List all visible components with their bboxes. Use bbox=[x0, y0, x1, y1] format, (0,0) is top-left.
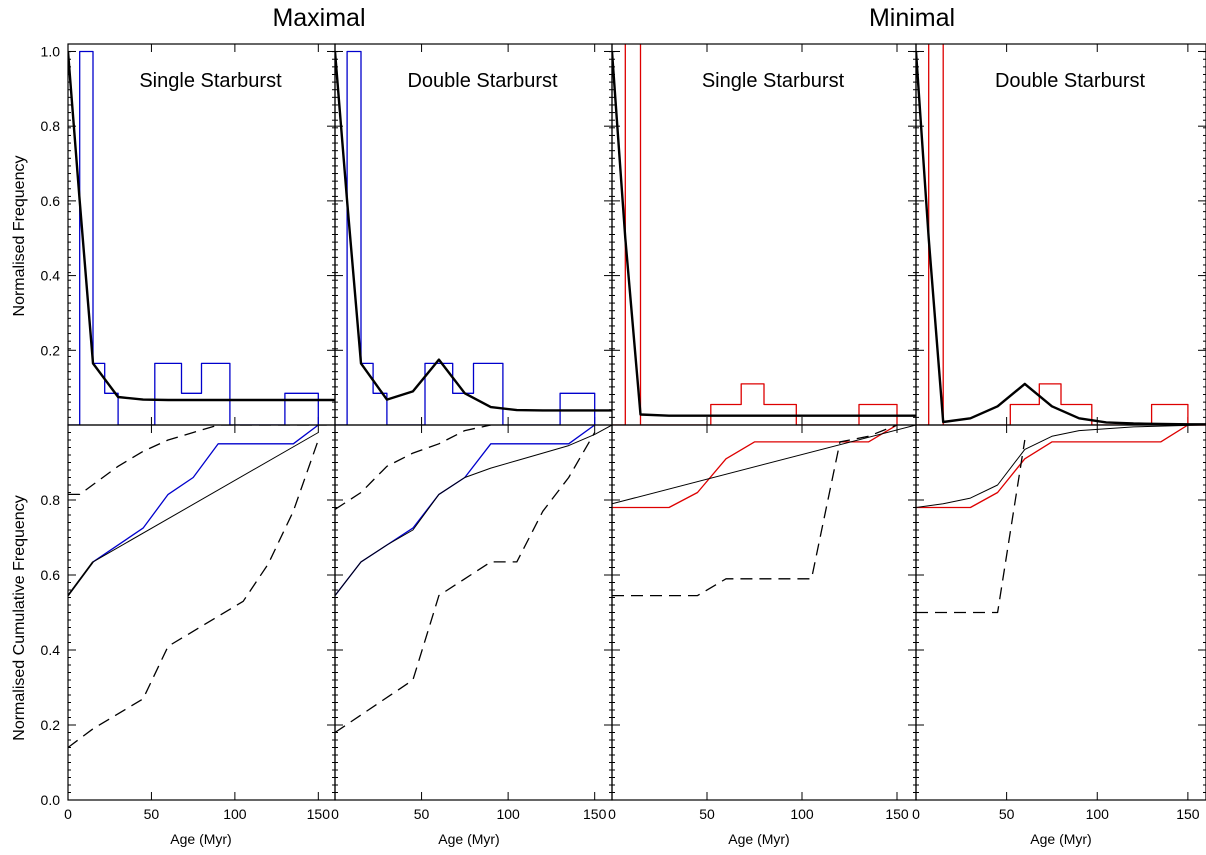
series-line-2 bbox=[68, 561, 94, 597]
series-line-4 bbox=[335, 432, 596, 734]
panel-cumulative-1: 0.0 0.2 0.4 0.6 0.8 0 50 100 150 bbox=[41, 424, 336, 822]
y-tick-label: 0.4 bbox=[41, 268, 61, 284]
series-line-2 bbox=[916, 425, 1206, 508]
series-line-2 bbox=[335, 425, 612, 596]
series-group bbox=[335, 425, 612, 734]
y-tick-label: 0.6 bbox=[41, 193, 61, 209]
series-line-2 bbox=[68, 51, 335, 402]
series-line-2 bbox=[335, 51, 612, 412]
series-line-1 bbox=[916, 425, 1206, 509]
panel-frame bbox=[611, 424, 917, 801]
panel-title: Double Starburst bbox=[407, 70, 558, 92]
panel-frequency-4: Double Starburst bbox=[915, 43, 1206, 426]
x-tick-label: 150 bbox=[583, 806, 607, 822]
y-axis-label-cumulative: Normalised Cumulative Frequency bbox=[11, 495, 28, 740]
series-line-2 bbox=[916, 51, 1206, 425]
x-axis-label: Age (Myr) bbox=[170, 831, 231, 847]
y-tick-label: 1.0 bbox=[41, 43, 61, 59]
panel-title: Double Starburst bbox=[995, 70, 1146, 92]
x-tick-label: 150 bbox=[307, 806, 331, 822]
y-tick-label: 0.4 bbox=[41, 642, 61, 658]
series-line-1 bbox=[68, 50, 319, 425]
y-tick-label: 0.8 bbox=[41, 118, 61, 134]
series-line-1 bbox=[335, 50, 596, 425]
series-line-5 bbox=[68, 439, 319, 749]
series-line-3 bbox=[335, 425, 491, 510]
series-line-1 bbox=[612, 44, 898, 425]
panel-frequency-3: Single Starburst bbox=[611, 43, 917, 426]
series-line-1 bbox=[612, 425, 898, 509]
x-axis-label: Age (Myr) bbox=[1030, 831, 1091, 847]
panel-title: Single Starburst bbox=[139, 70, 282, 92]
series-line-3 bbox=[612, 425, 898, 597]
series-group bbox=[916, 44, 1206, 425]
group-title-minimal: Minimal bbox=[869, 4, 955, 32]
series-line-1 bbox=[68, 425, 319, 596]
y-tick-label: 0.0 bbox=[41, 792, 61, 808]
x-tick-label: 50 bbox=[414, 806, 430, 822]
series-line-3 bbox=[92, 432, 319, 563]
series-group bbox=[916, 425, 1206, 614]
group-title-maximal: Maximal bbox=[272, 4, 365, 32]
x-axis-label: Age (Myr) bbox=[438, 831, 499, 847]
x-axis-labels: Age (Myr) Age (Myr) Age (Myr) Age (Myr) bbox=[170, 831, 1091, 847]
series-line-1 bbox=[916, 44, 1189, 425]
x-tick-label: 150 bbox=[1176, 806, 1200, 822]
x-axis-label: Age (Myr) bbox=[728, 831, 789, 847]
panel-frequency-1: Single Starburst 0.2 0.4 0.6 0.8 1.0 bbox=[41, 43, 336, 426]
series-line-3 bbox=[916, 439, 1026, 614]
x-tick-label: 50 bbox=[999, 806, 1015, 822]
series-group bbox=[612, 425, 916, 597]
panel-frequency-2: Double Starburst bbox=[334, 43, 613, 426]
series-group bbox=[612, 44, 916, 425]
y-tick-label: 0.6 bbox=[41, 567, 61, 583]
x-tick-label: 0 bbox=[331, 806, 339, 822]
panel-frame bbox=[334, 424, 613, 801]
panel-title: Single Starburst bbox=[702, 70, 845, 92]
series-group bbox=[68, 50, 335, 425]
series-group bbox=[335, 50, 612, 425]
panel-cumulative-4: 0 50 100 150 bbox=[912, 424, 1206, 822]
y-axis-label-frequency: Normalised Frequency bbox=[11, 156, 28, 317]
series-group bbox=[68, 425, 327, 749]
x-tick-label: 100 bbox=[496, 806, 520, 822]
x-tick-label: 50 bbox=[699, 806, 715, 822]
x-tick-label: 0 bbox=[608, 806, 616, 822]
y-tick-label: 0.2 bbox=[41, 342, 61, 358]
x-tick-label: 100 bbox=[223, 806, 247, 822]
panel-cumulative-2: 0 50 100 150 bbox=[331, 424, 613, 822]
series-line-4 bbox=[68, 425, 327, 496]
x-tick-label: 150 bbox=[885, 806, 909, 822]
panel-cumulative-3: 0 50 100 150 bbox=[608, 424, 917, 822]
x-tick-label: 100 bbox=[790, 806, 814, 822]
x-tick-label: 50 bbox=[144, 806, 160, 822]
panel-frame bbox=[67, 424, 336, 801]
series-line-2 bbox=[612, 425, 916, 505]
panels: Single Starburst 0.2 0.4 0.6 0.8 1.0 Double St… bbox=[41, 43, 1206, 822]
series-line-2 bbox=[612, 51, 916, 417]
panel-frame bbox=[915, 43, 1206, 426]
y-tick-label: 0.2 bbox=[41, 717, 61, 733]
y-tick-label: 0.8 bbox=[41, 492, 61, 508]
x-tick-label: 100 bbox=[1086, 806, 1110, 822]
x-tick-label: 0 bbox=[912, 806, 920, 822]
x-tick-label: 0 bbox=[64, 806, 72, 822]
series-line-1 bbox=[335, 425, 596, 596]
panel-frame bbox=[611, 43, 917, 426]
panel-frame bbox=[915, 424, 1206, 801]
